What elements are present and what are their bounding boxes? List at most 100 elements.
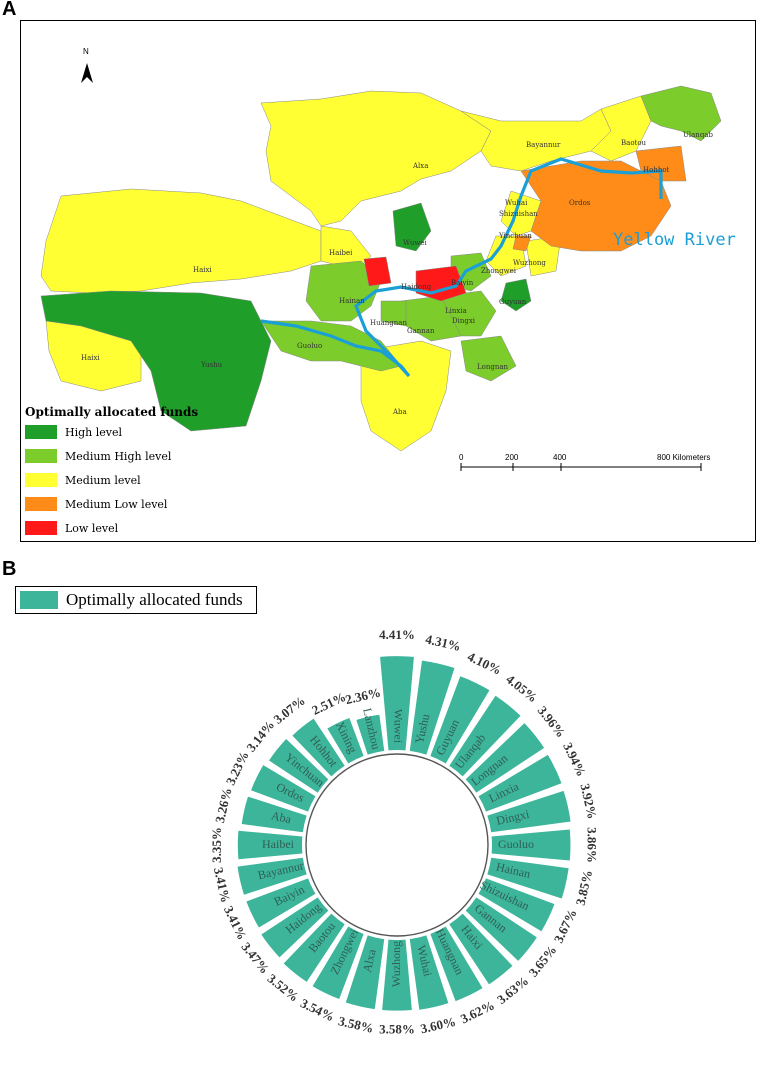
value-label: 3.07%: [271, 693, 308, 727]
scale-label-0: 0: [459, 453, 464, 462]
bar-longnan: [465, 723, 545, 793]
category-label: Haibei: [262, 837, 295, 851]
value-label: 3.52%: [265, 971, 302, 1005]
value-label: 2.36%: [344, 685, 382, 708]
map-label-gannan: Gannan: [407, 327, 435, 335]
chart-legend: Optimally allocated funds: [15, 586, 257, 614]
legend-label-medium: Medium level: [65, 473, 141, 487]
bar-wuzhong: [382, 939, 412, 1011]
bar-yushu: [409, 660, 455, 755]
map-label-wuhai: Wuhai: [505, 199, 528, 207]
panel-b-letter: B: [2, 558, 17, 580]
map-legend: Optimally allocated funds High level Med…: [25, 405, 198, 539]
bar-huangnan: [430, 926, 483, 1002]
legend-swatch-medium-high: [25, 449, 57, 463]
legend-label-high: High level: [65, 425, 123, 439]
value-label: 3.67%: [551, 907, 580, 946]
value-label: 3.41%: [211, 866, 234, 904]
legend-label-medium-high: Medium High level: [65, 449, 172, 463]
bar-haixi: [449, 913, 513, 985]
bar-alxa: [345, 935, 385, 1010]
value-label: 3.63%: [494, 973, 531, 1007]
region-map: [40, 63, 722, 471]
region-ordos: [520, 160, 672, 252]
bar-linxia: [478, 754, 562, 812]
value-label: 3.94%: [560, 740, 589, 779]
map-label-haibei: Haibei: [329, 249, 353, 257]
legend-swatch-low: [25, 521, 57, 535]
bar-guoluo: [491, 829, 571, 861]
map-label-huangnan: Huangnan: [370, 319, 407, 327]
scale-label-400: 400: [553, 453, 567, 462]
value-label: 3.47%: [238, 939, 272, 976]
region-haibei: [320, 225, 372, 267]
region-longnan: [460, 335, 517, 382]
bar-shizuishan: [478, 878, 555, 932]
map-label-bayannur: Bayannur: [526, 141, 561, 149]
value-label: 4.05%: [503, 671, 540, 705]
legend-swatch-high: [25, 425, 57, 439]
scale-label-200: 200: [505, 453, 519, 462]
bar-lanzhou: [356, 714, 385, 755]
bar-guyuan: [430, 676, 490, 764]
legend-item-medium-high: Medium High level: [25, 445, 198, 467]
map-label-longnan: Longnan: [477, 363, 509, 371]
inner-circle: [305, 753, 489, 937]
value-label: 3.26%: [212, 786, 235, 824]
region-xining: [363, 256, 392, 287]
map-label-guoluo: Guoluo: [297, 342, 323, 350]
legend-item-high: High level: [25, 421, 198, 443]
yellow-river-line: [260, 157, 663, 378]
region-huangnan: [380, 300, 407, 327]
north-label: N: [83, 47, 89, 56]
value-label: 4.31%: [424, 631, 462, 654]
map-label-alxa: Alxa: [413, 162, 429, 170]
value-label: 3.35%: [209, 827, 224, 863]
value-label: 3.58%: [379, 1022, 415, 1037]
map-label-baiyin: Baiyin: [451, 279, 474, 287]
map-label-hohhot: Hohhot: [643, 166, 670, 174]
category-label: Wuhai: [414, 944, 435, 978]
value-label: 3.54%: [298, 995, 337, 1024]
legend-swatch-medium-low: [25, 497, 57, 511]
bar-baiyin: [246, 878, 316, 928]
bar-yinchuan: [269, 739, 329, 793]
map-label-haixi: Haixi: [193, 266, 212, 274]
scale-label-800: 800 Kilometers: [657, 453, 711, 462]
legend-swatch-medium: [25, 473, 57, 487]
chart-legend-swatch: [20, 591, 58, 609]
bar-haidong: [261, 897, 329, 958]
value-label: 2.51%: [309, 689, 348, 718]
value-label: 3.96%: [535, 703, 569, 740]
value-label: 3.65%: [525, 942, 559, 979]
category-label: Yushu: [412, 713, 432, 745]
map-label-ulanqab: Ulanqab: [683, 131, 713, 139]
category-label: Alxa: [360, 947, 379, 974]
map-label-dingxi: Dingxi: [452, 317, 476, 325]
value-label: 3.60%: [419, 1014, 457, 1037]
map-panel: N Alxa Bayannur Baotou Ulanqab Hohhot Or…: [20, 20, 756, 542]
map-label-haixi-west: Haixi: [81, 354, 100, 362]
legend-item-medium: Medium level: [25, 469, 198, 491]
bar-baotou: [283, 913, 345, 982]
legend-item-medium-low: Medium Low level: [25, 493, 198, 515]
chart-legend-label: Optimally allocated funds: [66, 590, 243, 609]
map-label-baotou: Baotou: [621, 139, 647, 147]
region-ulanqab: [640, 85, 722, 142]
bar-xining: [327, 717, 364, 764]
legend-label-low: Low level: [65, 521, 119, 535]
bar-wuhai: [409, 935, 449, 1010]
category-label: Guoluo: [498, 837, 534, 851]
map-label-ordos: Ordos: [569, 199, 591, 207]
map-label-zhongwei: Zhongwei: [481, 267, 516, 275]
bar-ordos: [251, 765, 316, 812]
map-label-shizuishan: Shizuishan: [499, 210, 538, 218]
legend-label-medium-low: Medium Low level: [65, 497, 168, 511]
category-label: Aba: [270, 808, 293, 826]
region-linxia-dingxi: [440, 290, 497, 337]
map-label-haidong: Haidong: [401, 283, 432, 291]
value-label: 3.92%: [577, 782, 600, 820]
value-label: 3.85%: [573, 869, 596, 907]
bar-wuwei: [380, 656, 414, 751]
map-label-yinchuan: Yinchuan: [499, 232, 532, 240]
